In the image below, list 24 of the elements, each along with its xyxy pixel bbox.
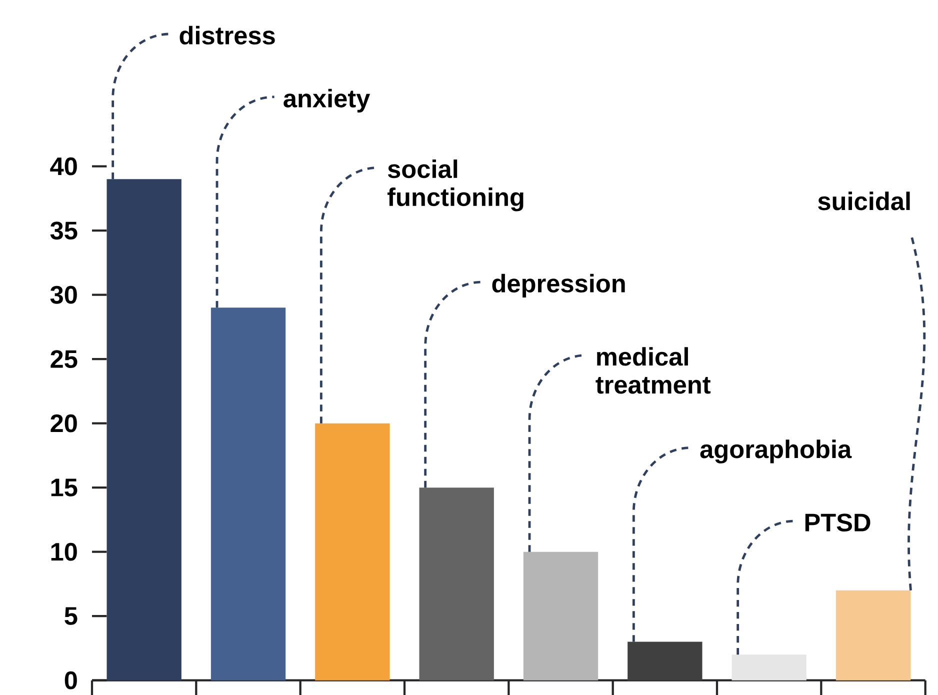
bar xyxy=(732,654,806,680)
y-tick-label: 5 xyxy=(64,607,78,625)
y-tick-label: 30 xyxy=(50,286,77,304)
bar xyxy=(419,488,494,680)
bar xyxy=(315,423,390,680)
y-tick-label: 35 xyxy=(50,222,78,240)
annotation: PTSD xyxy=(805,514,870,532)
bar xyxy=(210,308,286,680)
text: anxiety xyxy=(284,88,370,112)
y-tick-label: 20 xyxy=(50,414,77,432)
y-tick-label: 0 xyxy=(64,671,77,690)
bar xyxy=(523,552,598,680)
y-tick-label: 25 xyxy=(50,350,78,368)
bar xyxy=(628,642,702,680)
annotation: suicidal xyxy=(818,192,910,210)
annotation: medical treatment xyxy=(596,347,710,394)
annotation: depression xyxy=(492,274,625,298)
y-tick-label: 10 xyxy=(51,542,77,561)
annotation: agoraphobia xyxy=(700,440,852,464)
text: distress xyxy=(180,26,275,44)
annotation: social functioning xyxy=(388,160,524,212)
y-tick-label: 40 xyxy=(50,157,77,176)
y-tick-label: 15 xyxy=(51,478,78,496)
bar xyxy=(836,590,911,680)
